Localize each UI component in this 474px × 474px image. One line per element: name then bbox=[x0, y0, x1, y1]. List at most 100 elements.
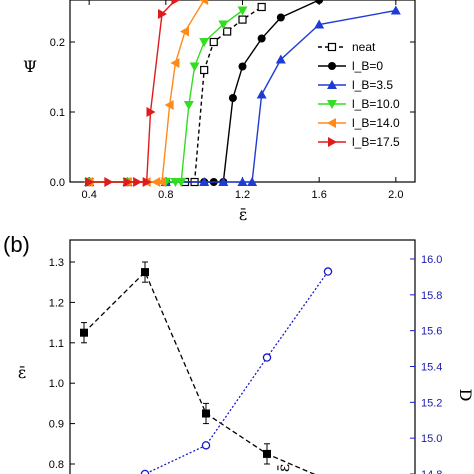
data-point bbox=[170, 58, 180, 68]
legend-label: l_B=0 bbox=[352, 59, 383, 73]
right-y-tick-label: 14.8 bbox=[421, 469, 442, 474]
legend-marker bbox=[327, 80, 337, 89]
x-tick-label: 0.8 bbox=[158, 189, 173, 201]
data-point bbox=[276, 13, 285, 22]
data-point bbox=[257, 2, 266, 12]
panel-b: (b) 0.8 0.9 1.0 1.1 1.2 1.3 14.8 15.0 15.2 15.4 15… bbox=[3, 232, 474, 474]
data-point bbox=[323, 267, 333, 276]
panel-b-inset-label: ε̄ bbox=[274, 464, 293, 472]
legend-label: neat bbox=[352, 40, 376, 54]
legend-label: l_B=3.5 bbox=[352, 78, 393, 92]
x-tick-label: 2.0 bbox=[388, 189, 403, 201]
data-point bbox=[201, 441, 211, 450]
data-point bbox=[189, 62, 200, 72]
panel-b-frame bbox=[69, 239, 416, 474]
right-y-tick-label: 15.4 bbox=[421, 362, 442, 374]
data-point bbox=[262, 353, 272, 362]
legend-entry: l_B=10.0 bbox=[318, 97, 400, 111]
right-y-tick-label: 15.8 bbox=[421, 290, 442, 302]
panel-a-series bbox=[84, 0, 401, 187]
data-point bbox=[218, 177, 229, 186]
data-point bbox=[140, 469, 150, 474]
data-point bbox=[146, 107, 156, 117]
series-line bbox=[89, 0, 176, 183]
series-line bbox=[89, 6, 263, 183]
data-point bbox=[238, 62, 247, 71]
left-y-tick-label: 1.1 bbox=[49, 338, 64, 350]
legend-label: l_B=14.0 bbox=[352, 116, 400, 130]
series-line bbox=[89, 0, 205, 183]
right-y-tick-label: 15.0 bbox=[421, 433, 442, 445]
series-l-b-14-0 bbox=[84, 0, 209, 187]
data-point bbox=[256, 89, 267, 99]
legend-entry: l_B=14.0 bbox=[318, 116, 400, 130]
data-point bbox=[200, 65, 209, 75]
legend-entry: l_B=3.5 bbox=[318, 78, 393, 92]
panel-b-ylabel-right: D bbox=[456, 389, 474, 402]
legend-label: l_B=17.5 bbox=[352, 135, 400, 149]
legend-entry: neat bbox=[318, 40, 376, 54]
y-tick-label: 0.2 bbox=[50, 37, 65, 49]
data-point bbox=[157, 177, 166, 187]
left-y-tick-label: 1.0 bbox=[49, 378, 64, 390]
data-point bbox=[158, 9, 167, 19]
data-point bbox=[176, 178, 187, 187]
legend-marker bbox=[327, 42, 337, 52]
legend: neat l_B=0 l_B=3.5 l_B=10.0 l_B=14.0 l_B=17.5 bbox=[318, 40, 400, 149]
data-point bbox=[141, 268, 149, 277]
data-point bbox=[180, 26, 189, 37]
data-point bbox=[85, 177, 95, 187]
left-y-tick-label: 0.8 bbox=[49, 459, 64, 471]
series-l-b-17-5 bbox=[85, 0, 181, 187]
legend-marker bbox=[328, 137, 337, 147]
panel-b-ylabel-left: ε̄ bbox=[18, 363, 26, 382]
data-point bbox=[223, 27, 232, 36]
series-epsilon bbox=[80, 261, 316, 474]
data-point bbox=[218, 20, 229, 30]
data-point bbox=[390, 5, 401, 15]
legend-entry: l_B=0 bbox=[318, 59, 383, 73]
legend-marker bbox=[327, 100, 337, 109]
data-point bbox=[238, 15, 247, 24]
data-point bbox=[199, 38, 210, 47]
data-point bbox=[199, 0, 209, 5]
series-line bbox=[89, 9, 396, 183]
data-point bbox=[315, 0, 324, 4]
data-point bbox=[247, 177, 258, 186]
data-point bbox=[275, 54, 286, 64]
left-y-tick-label: 1.2 bbox=[49, 297, 64, 309]
series-line bbox=[83, 270, 316, 474]
panel-a: 0.4 0.8 1.2 1.6 2.0 0.0 0.1 0.2 Ψ ε̄ neat l_B=0l… bbox=[23, 0, 416, 224]
data-point bbox=[314, 19, 325, 29]
data-point bbox=[133, 177, 143, 187]
left-y-tick-label: 0.9 bbox=[49, 419, 64, 431]
series-l-b-0 bbox=[85, 0, 324, 186]
series-l-b-10-0 bbox=[84, 6, 248, 187]
right-y-tick-label: 15.6 bbox=[421, 326, 442, 338]
x-tick-label: 1.6 bbox=[312, 189, 327, 201]
legend-entry: l_B=17.5 bbox=[318, 135, 400, 149]
x-tick-label: 1.2 bbox=[235, 189, 250, 201]
series-line bbox=[140, 271, 329, 474]
data-point bbox=[183, 101, 194, 110]
right-y-tick-label: 16.0 bbox=[421, 254, 442, 266]
data-point bbox=[209, 37, 218, 47]
legend-marker bbox=[327, 118, 336, 128]
panel-b-ticks: 0.8 0.9 1.0 1.1 1.2 1.3 14.8 15.0 15.2 15.4 15.6 15… bbox=[49, 254, 442, 474]
series-l-b-3-5 bbox=[84, 5, 401, 186]
right-y-tick-label: 15.2 bbox=[421, 397, 442, 409]
data-point bbox=[123, 177, 133, 187]
panel-b-series bbox=[80, 261, 333, 474]
data-point bbox=[142, 177, 152, 187]
y-tick-label: 0.1 bbox=[50, 107, 65, 119]
panel-a-ylabel: Ψ bbox=[23, 57, 37, 76]
panel-b-label: (b) bbox=[3, 232, 30, 257]
data-point bbox=[257, 34, 266, 43]
data-point bbox=[263, 449, 271, 458]
panel-a-xlabel: ε̄ bbox=[239, 205, 247, 224]
series-line bbox=[89, 9, 243, 183]
y-tick-label: 0.0 bbox=[50, 177, 65, 189]
legend-label: l_B=10.0 bbox=[352, 97, 400, 111]
data-point bbox=[171, 0, 181, 5]
